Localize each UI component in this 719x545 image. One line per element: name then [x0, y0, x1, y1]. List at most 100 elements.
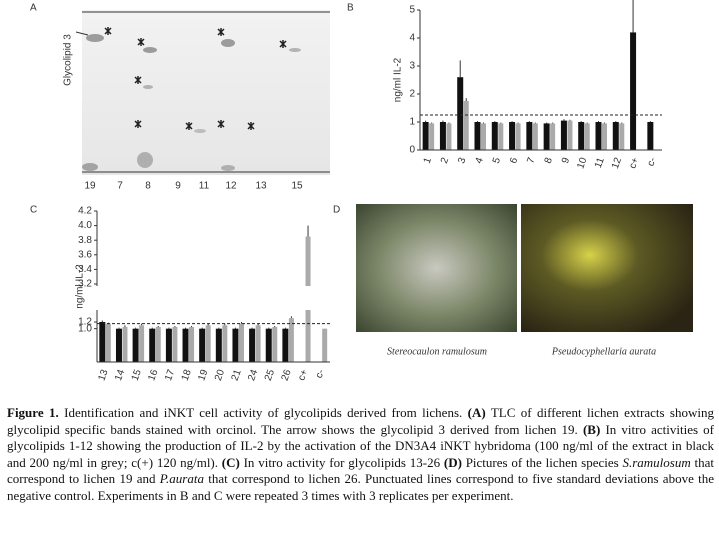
bar — [567, 120, 573, 150]
bar — [205, 325, 211, 362]
panel-label: A — [30, 3, 37, 14]
bar — [155, 327, 161, 362]
caption-text: P.aurata — [159, 471, 204, 487]
bar — [602, 123, 607, 150]
band-label: Glycolipid 3 — [63, 34, 74, 86]
bar — [422, 122, 429, 150]
y-tick-label: 4.0 — [78, 220, 92, 231]
bar — [272, 327, 278, 362]
asterisks — [104, 27, 287, 130]
x-tick-label: 4 — [474, 156, 486, 165]
x-tick-label: 11 — [593, 156, 607, 170]
y-tick-label: 1.0 — [78, 323, 92, 334]
x-tick-label: 7 — [525, 156, 537, 165]
photo-caption: Stereocaulon ramulosum — [387, 346, 487, 357]
bar — [429, 123, 435, 150]
x-tick-label: 18 — [180, 368, 194, 383]
y-tick-label: 4 — [409, 33, 415, 44]
bar — [99, 322, 106, 362]
caption-text: (A) — [467, 405, 486, 420]
caption-text: that correspond to lichen 19 and — [7, 454, 718, 487]
lane-label: 13 — [255, 181, 267, 192]
caption-text: that correspond to lichen 26. Punctuated… — [7, 471, 718, 503]
bar — [595, 122, 602, 150]
x-tick-label: c+ — [296, 368, 310, 382]
y-tick-label: 5 — [409, 5, 415, 16]
bar — [255, 325, 261, 362]
lane-label: 12 — [225, 181, 237, 192]
x-tick-label: 24 — [246, 368, 260, 383]
panel-label: D — [333, 205, 340, 216]
caption-text: In vitro activity for glycolipids 13-26 — [239, 454, 444, 470]
bar — [491, 122, 498, 150]
x-tick-label: 10 — [575, 156, 589, 171]
x-tick-label: 2 — [439, 156, 451, 165]
y-tick-label: 4.2 — [78, 206, 92, 217]
bar — [232, 328, 239, 362]
bar — [132, 328, 139, 362]
bar — [532, 123, 538, 150]
bar — [509, 122, 516, 150]
bar — [215, 328, 222, 362]
lane-label: 15 — [291, 181, 303, 192]
x-tick-label: 9 — [560, 156, 572, 165]
arrow — [75, 31, 89, 36]
bar — [457, 77, 464, 150]
bar — [515, 123, 521, 150]
bar — [282, 328, 289, 362]
bar — [619, 123, 625, 150]
x-tick-label: 15 — [130, 368, 144, 383]
lane-label: 11 — [199, 181, 210, 192]
x-tick-label: 14 — [113, 368, 127, 383]
caption-text: S.ramulosum — [622, 454, 691, 470]
tlc-plate — [82, 10, 330, 175]
y-tick-label: 3 — [409, 61, 415, 72]
x-tick-label: c- — [645, 156, 658, 168]
y-tick-label: 3.6 — [78, 249, 92, 260]
caption-text: (D) — [443, 454, 462, 470]
bar — [115, 328, 122, 362]
bar — [446, 123, 452, 150]
panel-label: B — [347, 3, 354, 14]
y-tick-label: 3.2 — [78, 279, 92, 290]
x-tick-label: 5 — [491, 156, 503, 165]
photo-caption: Pseudocyphellaria aurata — [551, 346, 656, 357]
x-tick-label: 6 — [508, 156, 520, 165]
bar — [526, 122, 533, 150]
y-tick-label: 2 — [409, 89, 415, 100]
bar — [584, 123, 590, 150]
bar — [222, 325, 228, 362]
y-tick-label: 1 — [409, 117, 415, 128]
figure-panels: A Glycolipid 3 D Stereocaulon ramulosum … — [30, 0, 693, 383]
bar — [265, 328, 272, 362]
bar — [105, 323, 111, 362]
y-tick-label: 3.4 — [78, 264, 92, 275]
y-tick-label: 1.2 — [78, 317, 92, 328]
axis-break — [93, 286, 332, 310]
y-tick-label: 0 — [409, 145, 415, 156]
caption-text: (C) — [221, 454, 240, 470]
lane-label: 8 — [145, 181, 151, 192]
x-tick-label: 17 — [163, 368, 177, 383]
photo-stereocaulon — [356, 204, 517, 332]
bar — [630, 32, 637, 150]
bar — [122, 327, 128, 362]
bar — [550, 123, 556, 150]
bar — [498, 123, 504, 150]
caption-text: Identification and iNKT cell activity of… — [58, 405, 468, 420]
bar — [543, 123, 550, 150]
bar — [199, 328, 206, 362]
caption-text: (B) — [582, 421, 601, 437]
x-tick-label: 16 — [146, 368, 160, 383]
lane-label: 19 — [84, 181, 96, 192]
caption-text: TLC of different lichen extracts showing… — [7, 405, 718, 437]
bar — [139, 325, 145, 362]
caption-text: Figure 1. — [7, 405, 59, 420]
bar — [189, 327, 195, 362]
x-tick-label: 26 — [280, 368, 294, 383]
bar — [560, 120, 567, 150]
x-tick-label: 13 — [96, 368, 110, 383]
bar — [238, 323, 244, 362]
x-tick-label: 19 — [196, 368, 210, 383]
x-tick-label: 12 — [610, 156, 624, 171]
